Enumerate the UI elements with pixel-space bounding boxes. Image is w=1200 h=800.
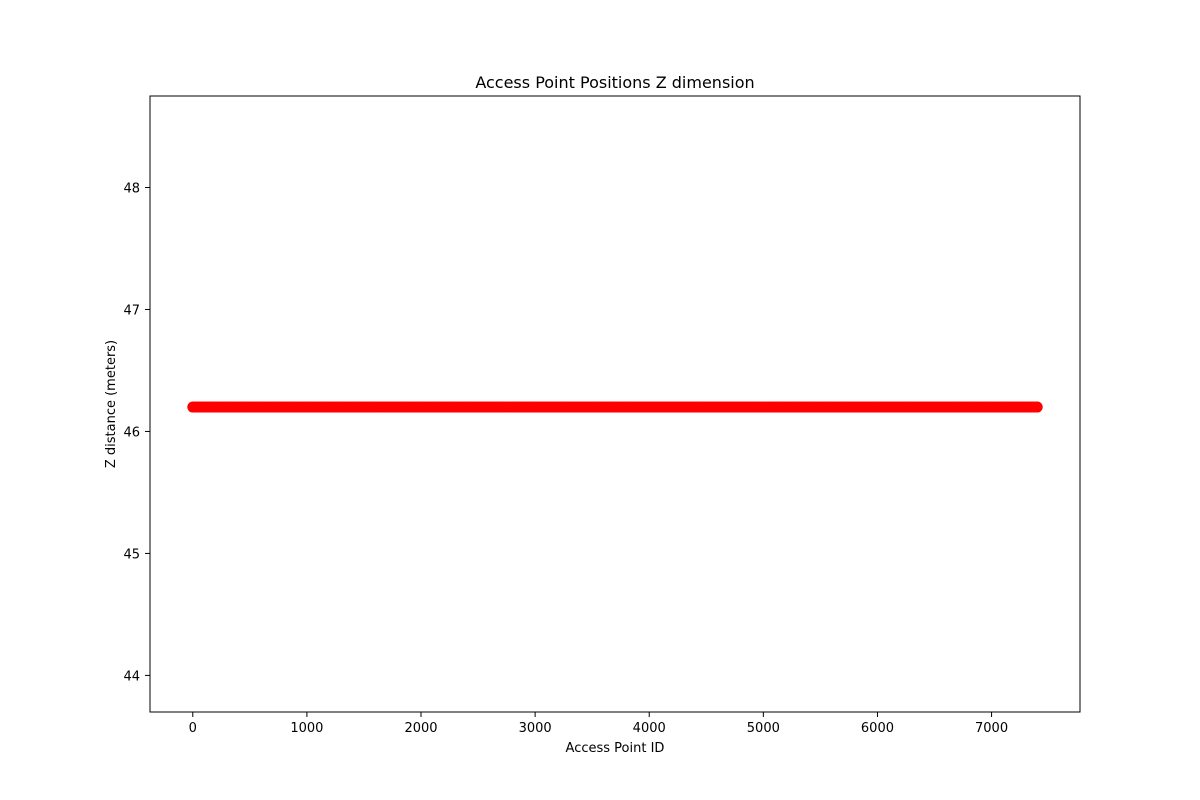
y-tick-label: 47 [123, 303, 140, 318]
data-point [1031, 401, 1043, 413]
y-tick-label: 45 [123, 547, 140, 562]
x-tick-label: 1000 [290, 721, 323, 736]
y-axis: 44 45 46 47 48 [123, 181, 150, 684]
x-tick-label: 5000 [747, 721, 780, 736]
axes-frame [149, 95, 1081, 713]
scatter-series [187, 401, 1043, 413]
x-axis: 0 1000 2000 3000 4000 5000 6000 7000 [189, 712, 1008, 736]
y-tick-label: 46 [123, 425, 140, 440]
y-tick-label: 44 [123, 669, 140, 684]
x-tick-label: 0 [189, 721, 197, 736]
plot-area [149, 95, 1081, 713]
x-tick-label: 2000 [404, 721, 437, 736]
chart-title: Access Point Positions Z dimension [475, 73, 754, 92]
y-tick-label: 48 [123, 181, 140, 196]
x-tick-label: 6000 [861, 721, 894, 736]
y-axis-label: Z distance (meters) [104, 340, 119, 468]
x-tick-label: 3000 [519, 721, 552, 736]
x-tick-label: 7000 [975, 721, 1008, 736]
x-tick-label: 4000 [633, 721, 666, 736]
x-axis-label: Access Point ID [566, 741, 665, 756]
